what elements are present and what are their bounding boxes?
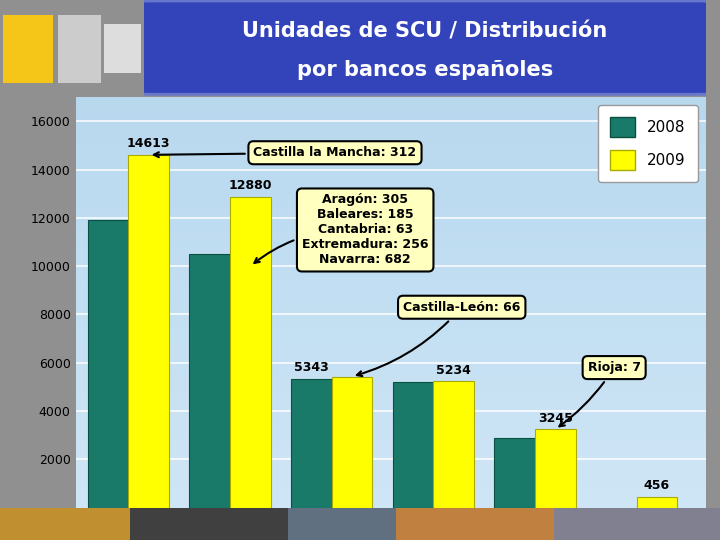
Text: Unidades de SCU / Distribución: Unidades de SCU / Distribución [242, 21, 608, 41]
Bar [535, 429, 575, 508]
Bar [433, 381, 474, 508]
Bar [128, 155, 169, 508]
Bar [332, 376, 372, 508]
FancyBboxPatch shape [396, 508, 554, 540]
Bar [494, 437, 535, 508]
Text: 12880: 12880 [229, 179, 272, 192]
FancyBboxPatch shape [130, 508, 288, 540]
Bar [230, 197, 271, 508]
Text: 3245: 3245 [538, 412, 572, 425]
Bar [189, 254, 230, 508]
Text: 14613: 14613 [127, 138, 171, 151]
Text: por bancos españoles: por bancos españoles [297, 60, 553, 80]
Text: 5234: 5234 [436, 364, 471, 377]
FancyBboxPatch shape [3, 15, 53, 83]
FancyBboxPatch shape [104, 24, 141, 73]
FancyBboxPatch shape [554, 508, 720, 540]
Text: Castilla-León: 66: Castilla-León: 66 [357, 301, 521, 376]
FancyBboxPatch shape [58, 15, 101, 83]
Text: 456: 456 [644, 479, 670, 492]
Bar [291, 379, 332, 508]
Text: 5343: 5343 [294, 361, 329, 374]
FancyBboxPatch shape [138, 1, 711, 94]
FancyBboxPatch shape [288, 508, 396, 540]
Legend: 2008, 2009: 2008, 2009 [598, 105, 698, 183]
FancyBboxPatch shape [0, 508, 130, 540]
Text: Rioja: 7: Rioja: 7 [559, 361, 641, 426]
Bar [392, 382, 433, 508]
Bar [88, 220, 128, 508]
Bar [636, 497, 677, 508]
Text: Castilla la Mancha: 312: Castilla la Mancha: 312 [154, 146, 417, 159]
Text: Aragón: 305
Baleares: 185
Cantabria: 63
Extremadura: 256
Navarra: 682: Aragón: 305 Baleares: 185 Cantabria: 63 … [254, 193, 428, 266]
